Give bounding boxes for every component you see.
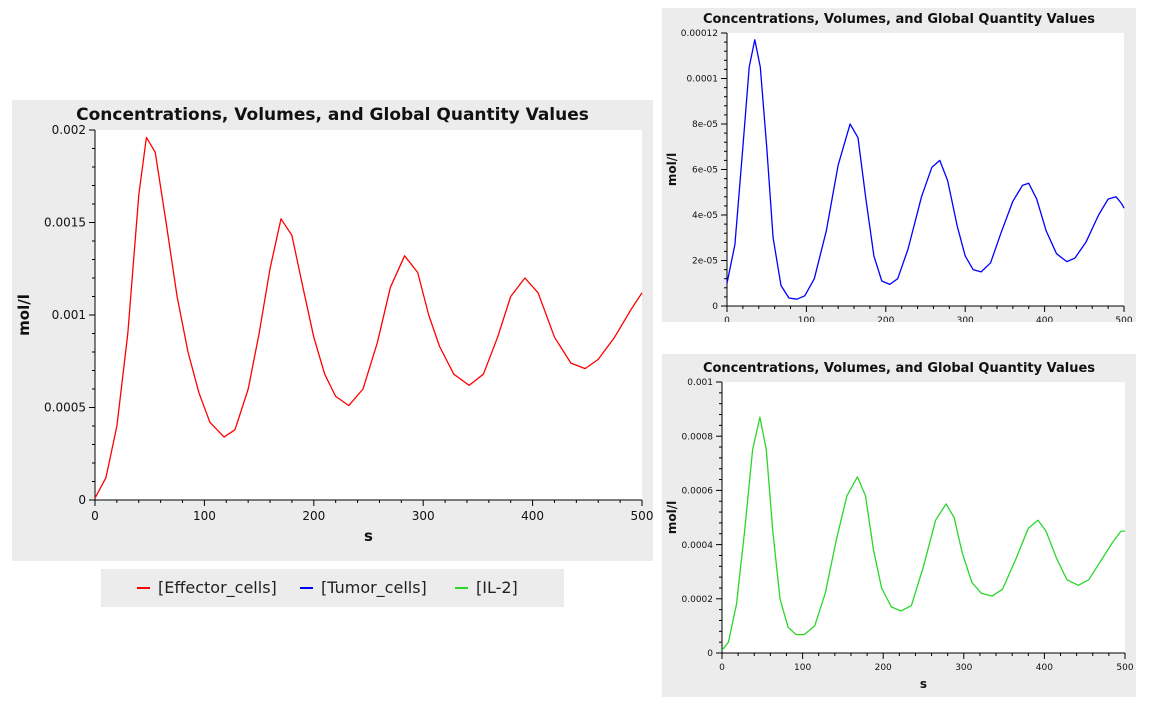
y-tick-label: 0 bbox=[78, 493, 86, 507]
legend-swatch-effector-cells bbox=[137, 586, 150, 589]
il2-chart: Concentrations, Volumes, and Global Quan… bbox=[665, 361, 1134, 691]
y-tick-label: 8e-05 bbox=[692, 120, 718, 130]
y-tick-label: 0.001 bbox=[687, 378, 713, 388]
x-axis-label: s bbox=[364, 527, 373, 545]
y-tick-label: 0 bbox=[707, 649, 713, 659]
x-tick-label: 100 bbox=[794, 663, 811, 673]
y-tick-label: 0.0015 bbox=[44, 216, 86, 230]
x-tick-label: 500 bbox=[1115, 316, 1132, 322]
y-tick-label: 0.0004 bbox=[682, 541, 714, 551]
x-tick-label: 0 bbox=[91, 509, 99, 523]
x-tick-label: 500 bbox=[631, 509, 653, 523]
plot-area bbox=[722, 382, 1125, 653]
y-tick-label: 6e-05 bbox=[692, 166, 718, 176]
x-tick-label: 0 bbox=[724, 316, 730, 322]
legend-label-effector-cells: [Effector_cells] bbox=[158, 578, 277, 597]
legend-swatch-tumor-cells bbox=[300, 586, 313, 589]
x-tick-label: 200 bbox=[877, 316, 894, 322]
x-tick-label: 0 bbox=[719, 663, 725, 673]
tumor-chart-panel: Concentrations, Volumes, and Global Quan… bbox=[662, 8, 1136, 344]
y-tick-label: 0.0006 bbox=[682, 487, 714, 497]
effector-chart-panel: Concentrations, Volumes, and Global Quan… bbox=[12, 100, 653, 561]
legend-swatch-il-2 bbox=[455, 586, 468, 589]
x-tick-label: 400 bbox=[1036, 316, 1053, 322]
legend: [Effector_cells] [Tumor_cells] [IL-2] bbox=[101, 569, 564, 607]
tumor-chart: Concentrations, Volumes, and Global Quan… bbox=[665, 12, 1133, 344]
legend-item-il-2: [IL-2] bbox=[455, 569, 518, 607]
x-tick-label: 100 bbox=[798, 316, 815, 322]
x-tick-label: 200 bbox=[875, 663, 892, 673]
y-tick-label: 2e-05 bbox=[692, 257, 718, 267]
plot-area bbox=[95, 130, 642, 500]
legend-label-tumor-cells: [Tumor_cells] bbox=[321, 578, 427, 597]
x-tick-label: 500 bbox=[1116, 663, 1133, 673]
y-tick-label: 0.0008 bbox=[682, 432, 714, 442]
x-tick-label: 400 bbox=[521, 509, 544, 523]
x-tick-label: 400 bbox=[1036, 663, 1053, 673]
y-axis-label: mol/l bbox=[665, 153, 679, 186]
il2-chart-panel: Concentrations, Volumes, and Global Quan… bbox=[662, 354, 1136, 697]
y-axis-label: mol/l bbox=[15, 294, 33, 336]
legend-item-effector-cells: [Effector_cells] bbox=[137, 569, 277, 607]
legend-label-il-2: [IL-2] bbox=[476, 578, 518, 597]
series-line bbox=[94, 136, 643, 499]
x-tick-label: 300 bbox=[412, 509, 435, 523]
x-tick-label: 200 bbox=[302, 509, 325, 523]
plot-area bbox=[727, 33, 1124, 306]
x-tick-label: 300 bbox=[955, 663, 972, 673]
x-tick-label: 100 bbox=[193, 509, 216, 523]
chart-title: Concentrations, Volumes, and Global Quan… bbox=[76, 105, 589, 125]
x-axis-label: s bbox=[920, 677, 927, 691]
chart-title: Concentrations, Volumes, and Global Quan… bbox=[703, 361, 1095, 376]
y-tick-label: 0.0002 bbox=[682, 595, 714, 605]
y-tick-label: 0.0001 bbox=[687, 75, 719, 85]
x-tick-label: 300 bbox=[957, 316, 974, 322]
y-tick-label: 0.002 bbox=[52, 123, 86, 137]
y-tick-label: 0.00012 bbox=[681, 29, 718, 39]
legend-item-tumor-cells: [Tumor_cells] bbox=[300, 569, 427, 607]
effector-chart: Concentrations, Volumes, and Global Quan… bbox=[15, 105, 653, 545]
series-line bbox=[726, 39, 1125, 300]
series-line bbox=[721, 416, 1125, 651]
y-tick-label: 4e-05 bbox=[692, 211, 718, 221]
y-tick-label: 0 bbox=[712, 302, 718, 312]
y-tick-label: 0.0005 bbox=[44, 401, 86, 415]
chart-title: Concentrations, Volumes, and Global Quan… bbox=[703, 12, 1095, 27]
y-axis-label: mol/l bbox=[665, 501, 679, 534]
y-tick-label: 0.001 bbox=[52, 308, 86, 322]
